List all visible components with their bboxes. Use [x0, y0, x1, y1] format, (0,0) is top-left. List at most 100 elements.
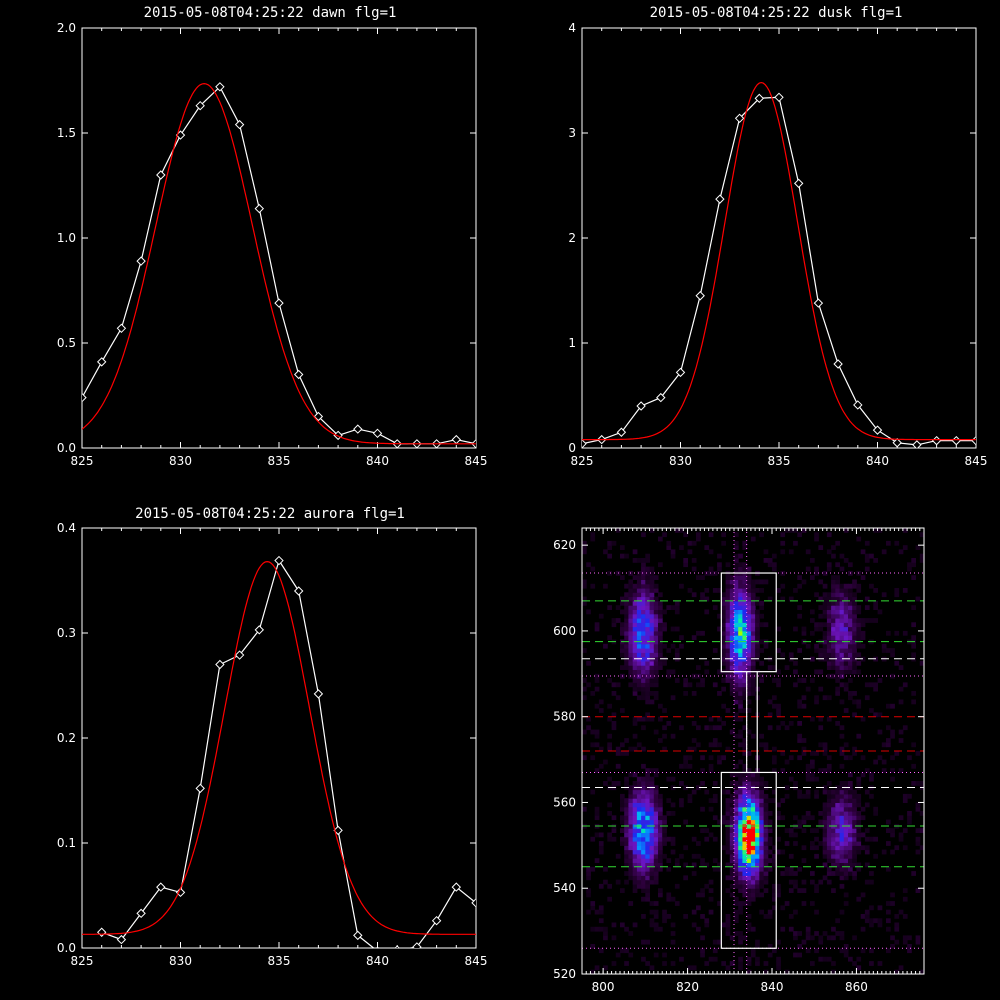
- heatmap-cell: [645, 669, 650, 675]
- heatmap-cell: [826, 853, 832, 859]
- heatmap-cell: [734, 626, 739, 632]
- heatmap-cell: [890, 935, 895, 941]
- heatmap-cell: [746, 639, 752, 645]
- heatmap-cell: [670, 626, 676, 632]
- heatmap-cell: [848, 695, 853, 701]
- heatmap-cell: [590, 836, 596, 842]
- heatmap-cell: [746, 673, 752, 679]
- heatmap-cell: [649, 678, 655, 683]
- heatmap-cell: [653, 862, 659, 868]
- heatmap-cell: [666, 545, 672, 550]
- heatmap-cell: [738, 648, 743, 653]
- heatmap-cell: [742, 678, 748, 683]
- heatmap-cell: [831, 635, 836, 640]
- heatmap-cell: [641, 763, 646, 769]
- heatmap-cell: [636, 579, 642, 585]
- heatmap-cell: [797, 613, 802, 619]
- heatmap-cell: [636, 828, 642, 833]
- heatmap-cell: [734, 558, 739, 563]
- heatmap-cell: [801, 703, 807, 709]
- heatmap-cell: [831, 660, 836, 666]
- heatmap-cell: [658, 802, 663, 808]
- heatmap-cell: [767, 699, 773, 705]
- heatmap-cell: [860, 618, 866, 623]
- heatmap-cell: [615, 781, 621, 786]
- heatmap-cell: [662, 841, 667, 846]
- heatmap-cell: [658, 630, 663, 636]
- heatmap-cell: [696, 725, 701, 731]
- heatmap-cell: [645, 811, 650, 816]
- heatmap-cell: [700, 682, 705, 688]
- heatmap-cell: [632, 811, 638, 816]
- heatmap-cell: [831, 652, 836, 658]
- heatmap-cell: [734, 605, 739, 610]
- heatmap-cell: [818, 879, 824, 885]
- heatmap-cell: [632, 781, 638, 786]
- heatmap-cell: [759, 849, 764, 855]
- heatmap-cell: [624, 858, 629, 863]
- heatmap-cell: [611, 961, 617, 966]
- heatmap-cell: [628, 875, 634, 881]
- heatmap-cell: [860, 892, 866, 898]
- heatmap-cell: [780, 583, 786, 589]
- heatmap-cell: [848, 832, 853, 838]
- heatmap-cell: [734, 660, 739, 666]
- heatmap-cell: [835, 785, 840, 791]
- heatmap-cell: [708, 532, 714, 538]
- heatmap-cell: [734, 652, 739, 658]
- heatmap-cell: [679, 956, 684, 962]
- heatmap-cell: [746, 815, 752, 821]
- heatmap-cell: [750, 819, 756, 825]
- heatmap-cell: [772, 948, 777, 954]
- heatmap-cell: [645, 862, 650, 868]
- heatmap-cell: [729, 575, 735, 580]
- heatmap-cell: [636, 806, 642, 812]
- heatmap-cell: [738, 879, 743, 885]
- heatmap-cell: [826, 605, 832, 610]
- heatmap-cell: [628, 798, 634, 803]
- heatmap-cell: [615, 528, 621, 533]
- heatmap-cell: [869, 776, 874, 782]
- heatmap-cell: [734, 562, 739, 568]
- heatmap-cell: [704, 918, 710, 924]
- heatmap-cell: [890, 832, 895, 838]
- heatmap-cell: [750, 879, 756, 885]
- heatmap-cell: [831, 596, 836, 602]
- heatmap-cell: [636, 643, 642, 649]
- heatmap-cell: [687, 540, 693, 546]
- heatmap-cell: [750, 948, 756, 954]
- heatmap-cell: [898, 665, 904, 670]
- heatmap-cell: [708, 755, 714, 761]
- heatmap-cell: [839, 836, 845, 842]
- heatmap-cell: [603, 781, 608, 786]
- heatmap-cell: [902, 828, 908, 833]
- heatmap-cell: [641, 626, 646, 632]
- heatmap-cell: [886, 926, 891, 932]
- heatmap-cell: [776, 836, 781, 842]
- heatmap-cell: [645, 618, 650, 623]
- heatmap-cell: [653, 630, 659, 636]
- heatmap-cell: [687, 682, 693, 688]
- heatmap-cell: [624, 751, 629, 756]
- heatmap-cell: [755, 875, 760, 881]
- heatmap-cell: [831, 605, 836, 610]
- heatmap-cell: [725, 579, 731, 585]
- heatmap-cell: [649, 853, 655, 859]
- heatmap-cell: [662, 832, 667, 838]
- heatmap-cell: [742, 853, 748, 859]
- heatmap-cell: [750, 926, 756, 932]
- heatmap-cell: [831, 802, 836, 808]
- heatmap-cell: [649, 528, 655, 533]
- heatmap-cell: [856, 609, 862, 615]
- heatmap-cell: [620, 888, 625, 893]
- heatmap-cell: [683, 691, 688, 696]
- heatmap-cell: [915, 836, 921, 842]
- heatmap-cell: [915, 781, 921, 786]
- heatmap-cell: [831, 935, 836, 941]
- heatmap-cell: [662, 961, 667, 966]
- heatmap-cell: [793, 588, 798, 593]
- heatmap-cell: [653, 926, 659, 932]
- heatmap-cell: [801, 939, 807, 945]
- heatmap-cell: [721, 622, 726, 628]
- heatmap-cell: [632, 583, 638, 589]
